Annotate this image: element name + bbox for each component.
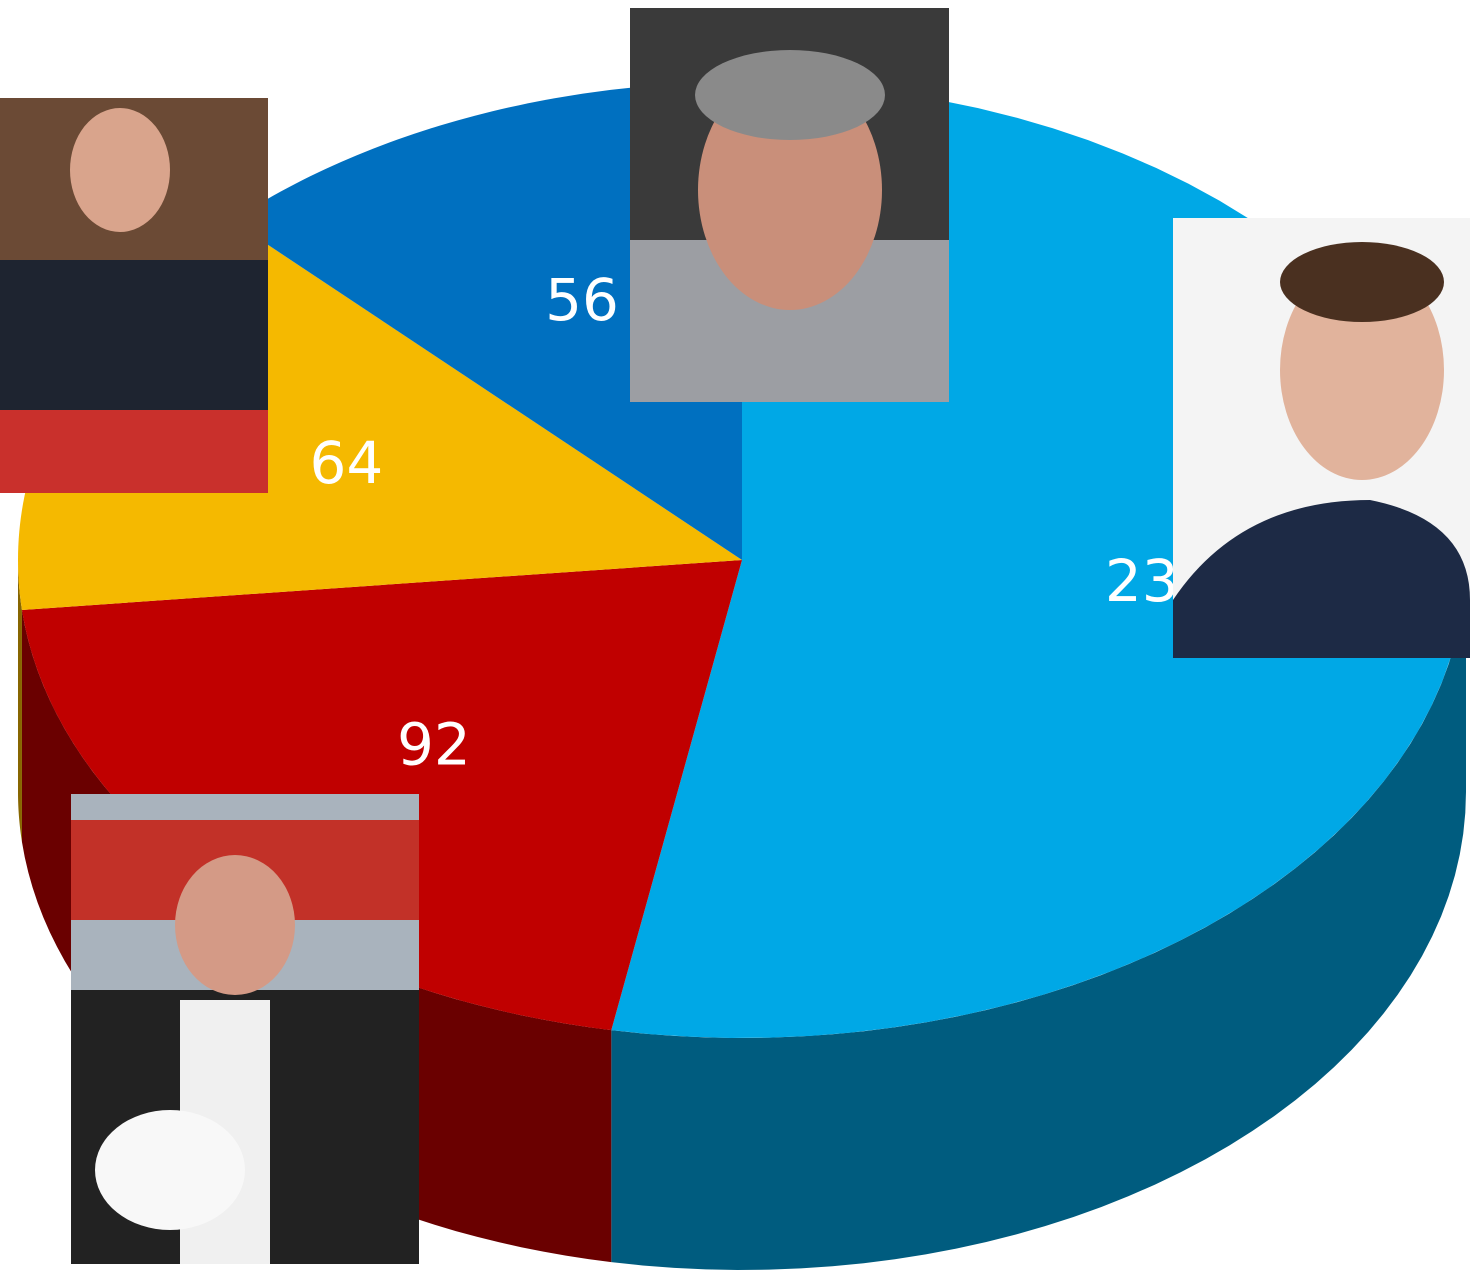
data-label: 56 — [545, 266, 619, 334]
pie-side — [21, 609, 612, 1263]
photo — [1173, 218, 1470, 658]
photos — [0, 8, 1470, 1264]
photo — [630, 8, 949, 402]
data-label: 92 — [397, 710, 471, 778]
photo — [0, 98, 268, 493]
pie-side — [18, 560, 22, 842]
data-label: 64 — [310, 429, 384, 497]
photo — [71, 794, 419, 1264]
pie-side — [611, 560, 1466, 1270]
pie-slice — [231, 82, 742, 560]
